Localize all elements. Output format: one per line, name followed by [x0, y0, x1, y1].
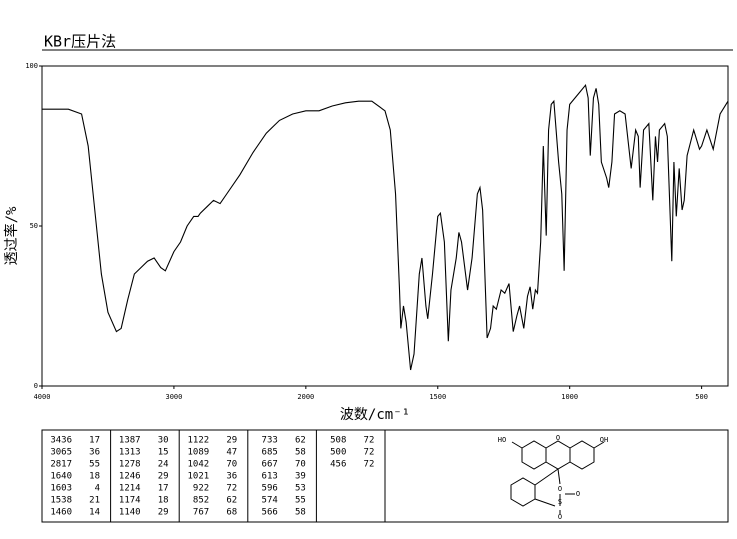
wavenumber-cell: 1089: [188, 448, 210, 458]
structure: [510, 440, 605, 514]
transmittance-cell: 72: [364, 448, 375, 458]
transmittance-cell: 68: [226, 508, 237, 518]
wavenumber-cell: 1640: [50, 472, 72, 482]
x-tick-label: 500: [695, 393, 708, 401]
atom-label: O: [576, 490, 580, 498]
transmittance-cell: 18: [158, 496, 169, 506]
x-tick-label: 1500: [429, 393, 446, 401]
wavenumber-cell: 574: [262, 496, 278, 506]
wavenumber-cell: 852: [193, 496, 209, 506]
x-tick-label: 4000: [34, 393, 51, 401]
atom-label: S: [558, 498, 562, 506]
atom-label: O: [558, 485, 562, 493]
ring: [521, 440, 547, 470]
wavenumber-cell: 1122: [188, 436, 210, 446]
transmittance-cell: 17: [89, 436, 100, 446]
wavenumber-cell: 500: [330, 448, 346, 458]
transmittance-cell: 62: [226, 496, 237, 506]
x-tick-label: 2000: [297, 393, 314, 401]
bond: [557, 468, 561, 485]
transmittance-cell: 15: [158, 448, 169, 458]
bond: [534, 498, 556, 507]
transmittance-cell: 72: [226, 484, 237, 494]
transmittance-cell: 70: [295, 460, 306, 470]
spectrum-line: [42, 83, 729, 371]
transmittance-cell: 47: [226, 448, 237, 458]
wavenumber-cell: 596: [262, 484, 278, 494]
ring: [510, 477, 536, 507]
wavenumber-cell: 685: [262, 448, 278, 458]
transmittance-cell: 21: [89, 496, 100, 506]
wavenumber-cell: 2817: [50, 460, 72, 470]
atom-label: O: [558, 513, 562, 521]
transmittance-cell: 58: [295, 448, 306, 458]
bond: [511, 441, 523, 449]
x-axis-label: 波数/cm⁻¹: [340, 407, 410, 423]
transmittance-cell: 55: [295, 496, 306, 506]
transmittance-cell: 36: [89, 448, 100, 458]
wavenumber-cell: 1214: [119, 484, 141, 494]
wavenumber-cell: 1021: [188, 472, 210, 482]
atom-label: O: [556, 434, 560, 442]
y-tick-label: 100: [25, 62, 38, 70]
atom-label: OH: [600, 436, 608, 444]
wavenumber-cell: 613: [262, 472, 278, 482]
wavenumber-cell: 767: [193, 508, 209, 518]
bond: [534, 468, 559, 486]
y-tick-label: 50: [30, 222, 38, 230]
transmittance-cell: 14: [89, 508, 100, 518]
transmittance-cell: 4: [95, 484, 100, 494]
transmittance-cell: 24: [158, 460, 169, 470]
wavenumber-cell: 566: [262, 508, 278, 518]
wavenumber-cell: 922: [193, 484, 209, 494]
x-tick-label: 3000: [165, 393, 182, 401]
wavenumber-cell: 1313: [119, 448, 141, 458]
wavenumber-cell: 3436: [50, 436, 72, 446]
wavenumber-cell: 1538: [50, 496, 72, 506]
transmittance-cell: 29: [158, 508, 169, 518]
wavenumber-cell: 1042: [188, 460, 210, 470]
wavenumber-cell: 1174: [119, 496, 141, 506]
transmittance-cell: 18: [89, 472, 100, 482]
wavenumber-cell: 1460: [50, 508, 72, 518]
transmittance-cell: 72: [364, 460, 375, 470]
transmittance-cell: 29: [226, 436, 237, 446]
wavenumber-cell: 1278: [119, 460, 141, 470]
transmittance-cell: 53: [295, 484, 306, 494]
transmittance-cell: 17: [158, 484, 169, 494]
wavenumber-cell: 1387: [119, 436, 141, 446]
transmittance-cell: 39: [295, 472, 306, 482]
ring: [569, 440, 595, 470]
wavenumber-cell: 456: [330, 460, 346, 470]
transmittance-cell: 72: [364, 436, 375, 446]
bond: [593, 441, 605, 449]
wavenumber-cell: 3065: [50, 448, 72, 458]
transmittance-cell: 36: [226, 472, 237, 482]
wavenumber-cell: 1246: [119, 472, 141, 482]
wavenumber-cell: 733: [262, 436, 278, 446]
transmittance-cell: 62: [295, 436, 306, 446]
chart-title: KBr压片法: [44, 33, 116, 51]
transmittance-cell: 30: [158, 436, 169, 446]
ring: [545, 440, 571, 470]
wavenumber-cell: 1603: [50, 484, 72, 494]
y-axis-label: 透过率/%: [3, 206, 20, 265]
wavenumber-cell: 667: [262, 460, 278, 470]
transmittance-cell: 29: [158, 472, 169, 482]
transmittance-cell: 70: [226, 460, 237, 470]
atom-label: HO: [498, 436, 506, 444]
x-tick-label: 1000: [561, 393, 578, 401]
transmittance-cell: 58: [295, 508, 306, 518]
wavenumber-cell: 508: [330, 436, 346, 446]
wavenumber-cell: 1140: [119, 508, 141, 518]
y-tick-label: 0: [34, 382, 38, 390]
transmittance-cell: 55: [89, 460, 100, 470]
